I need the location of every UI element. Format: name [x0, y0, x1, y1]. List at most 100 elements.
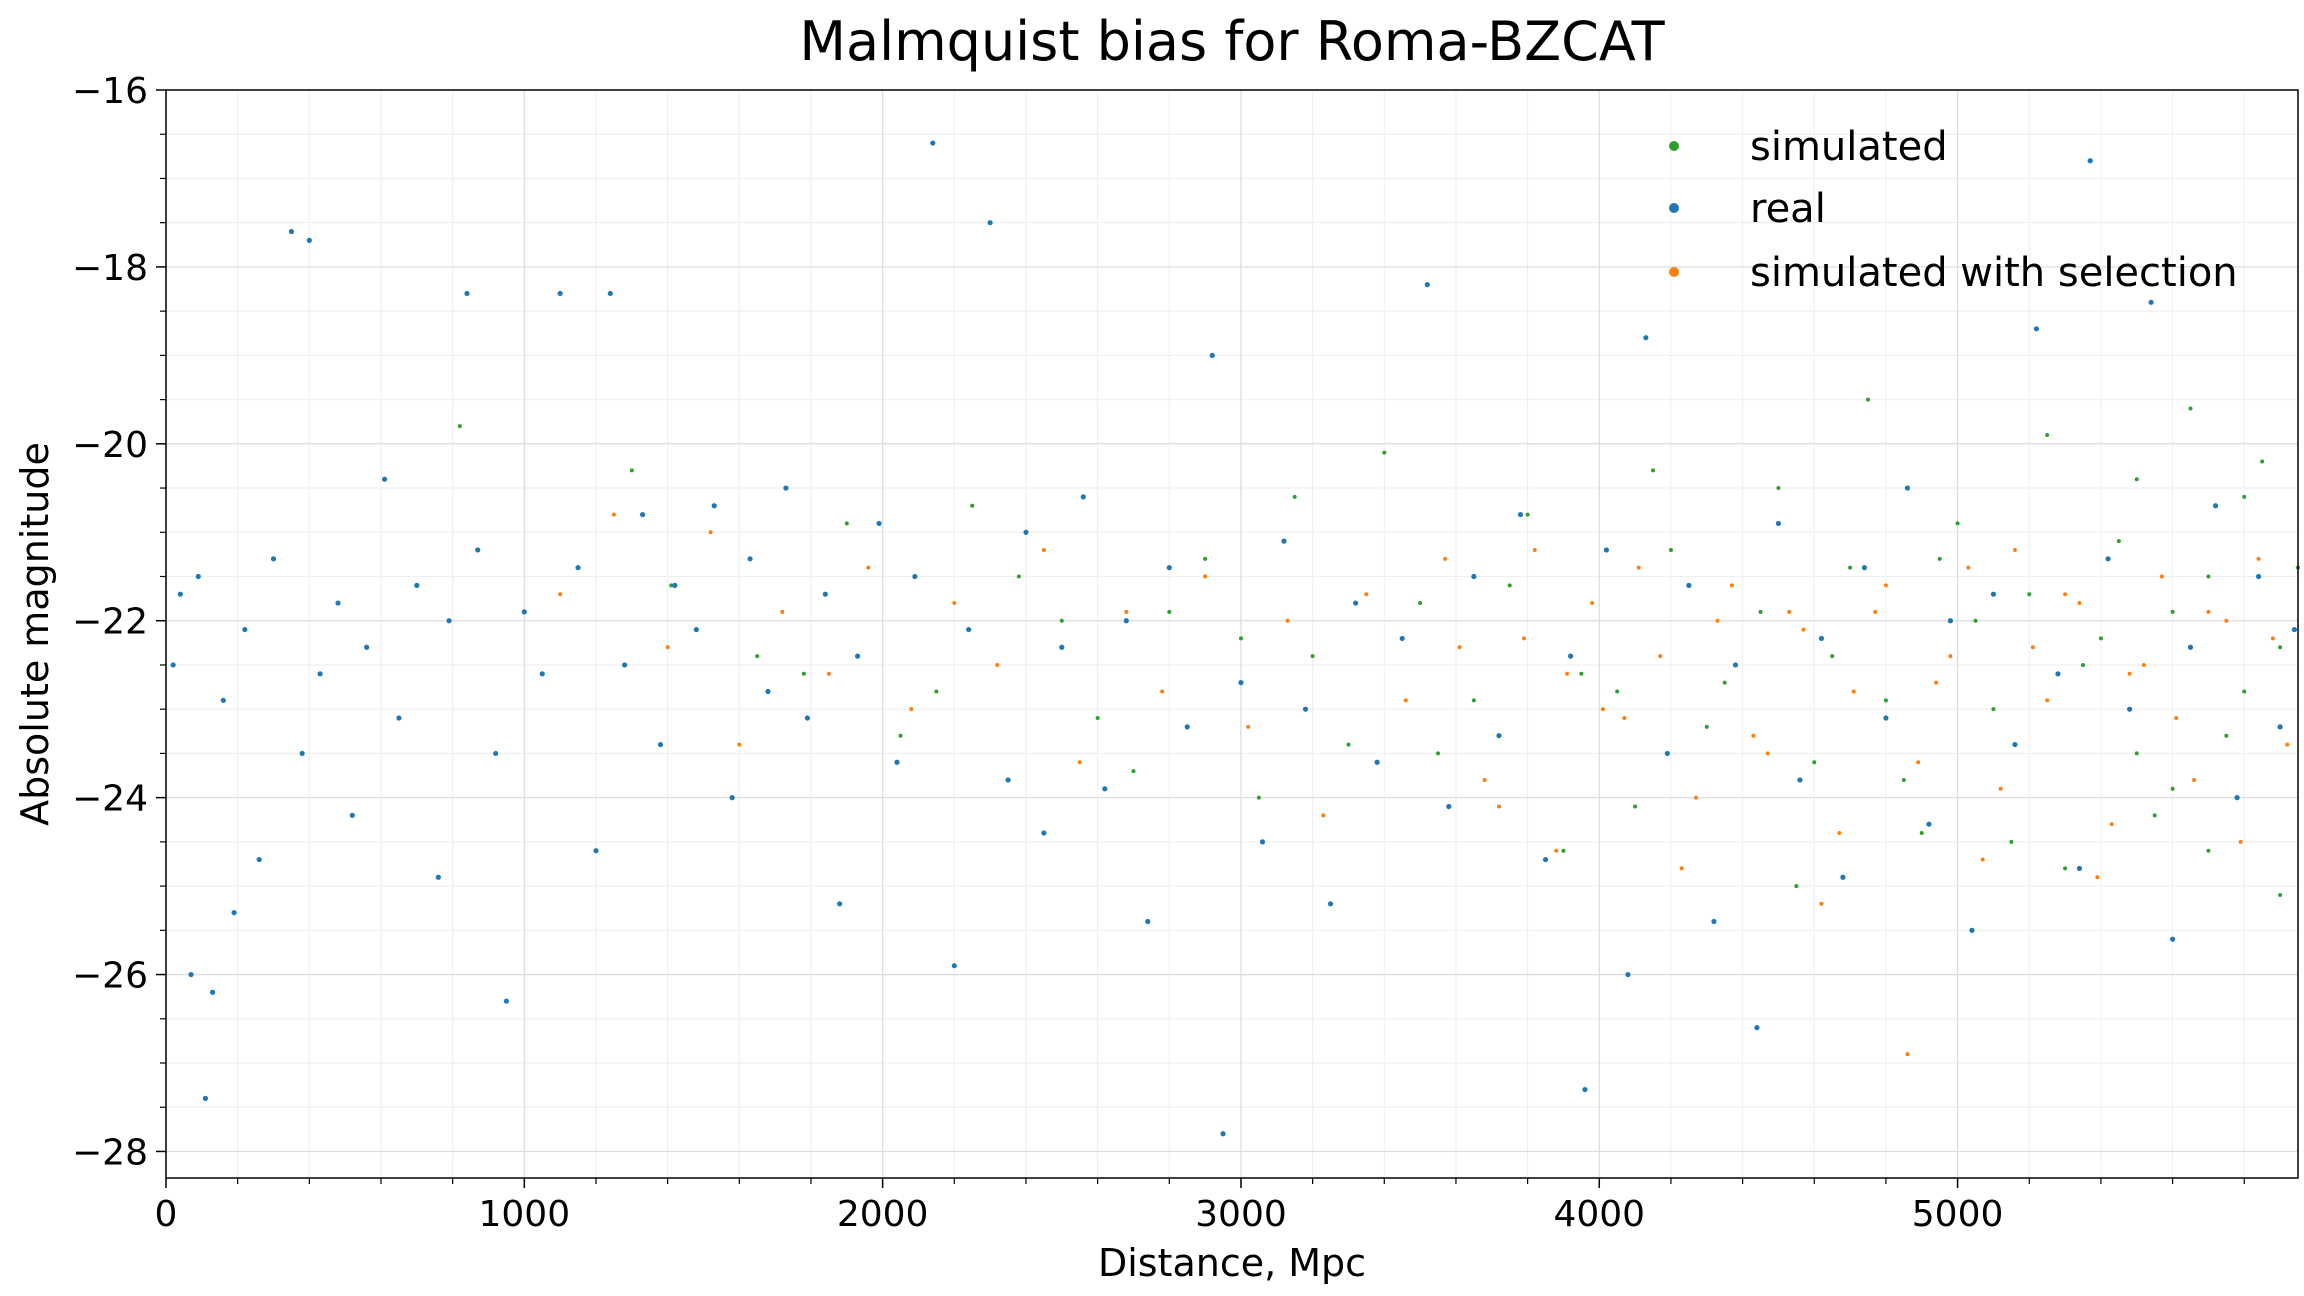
data-point	[2242, 689, 2247, 694]
data-point	[2170, 609, 2175, 614]
data-point	[2174, 716, 2179, 721]
data-point	[1482, 777, 1487, 782]
data-point	[1615, 689, 1620, 694]
data-point	[1775, 520, 1782, 527]
data-point	[1310, 654, 1315, 659]
data-point	[209, 989, 216, 995]
data-point	[1715, 618, 1720, 623]
data-point	[2224, 618, 2229, 623]
data-point	[2126, 706, 2133, 712]
data-point	[1496, 733, 1502, 739]
data-point	[1220, 1131, 1226, 1137]
data-point	[2033, 326, 2040, 332]
data-point	[1353, 600, 1359, 606]
data-point	[1579, 671, 1584, 676]
data-point	[1686, 582, 1692, 588]
data-point	[493, 750, 499, 757]
data-point	[1246, 724, 1251, 729]
data-point	[1937, 556, 1942, 561]
data-point	[1704, 724, 1709, 729]
data-point	[755, 654, 760, 659]
data-point	[669, 583, 674, 588]
series-simulated	[457, 397, 2300, 897]
data-point	[195, 573, 201, 580]
y-tick-label: −16	[72, 71, 148, 112]
data-point	[1123, 618, 1129, 624]
data-point	[2148, 299, 2154, 305]
legend-label: simulated	[1750, 124, 1948, 170]
data-point	[1904, 485, 1911, 491]
data-point	[2224, 733, 2229, 738]
data-point	[934, 689, 939, 694]
data-point	[575, 565, 581, 571]
data-point	[2188, 406, 2193, 411]
data-point	[2076, 865, 2083, 872]
data-point	[780, 609, 785, 614]
x-tick-label: 0	[155, 1194, 178, 1235]
data-point	[2030, 645, 2035, 650]
data-point	[672, 582, 678, 588]
data-point	[1919, 831, 1924, 836]
data-point	[952, 601, 957, 606]
data-point	[1471, 698, 1476, 703]
data-point	[457, 424, 462, 429]
data-point	[2206, 609, 2211, 614]
data-point	[1399, 635, 1405, 642]
data-point	[1973, 618, 1978, 623]
data-point	[1145, 918, 1151, 925]
data-point	[693, 626, 699, 633]
data-point	[1005, 777, 1011, 783]
data-point	[1160, 689, 1165, 694]
data-point	[1568, 653, 1574, 659]
data-point	[1522, 636, 1527, 641]
data-point	[1948, 654, 1953, 659]
data-point	[2152, 813, 2157, 818]
data-point	[170, 662, 176, 668]
data-point	[349, 812, 355, 818]
data-point	[1622, 716, 1627, 721]
data-point	[256, 856, 262, 863]
y-tick-label: −24	[72, 779, 148, 820]
x-tick-label: 2000	[837, 1194, 929, 1235]
minor-grid	[166, 90, 2298, 1178]
data-point	[2285, 742, 2290, 747]
data-point	[381, 476, 388, 482]
x-axis-label: Distance, Mpc	[1098, 1241, 1366, 1285]
x-tick-label: 1000	[479, 1194, 571, 1235]
legend-marker	[1669, 267, 1679, 277]
data-point	[894, 759, 900, 765]
data-point	[1302, 706, 1309, 712]
major-grid	[165, 89, 2298, 1178]
data-point	[1861, 565, 1868, 571]
data-point	[2291, 626, 2298, 633]
data-point	[2098, 636, 2103, 641]
data-point	[1256, 795, 1261, 800]
data-point	[2012, 547, 2017, 552]
data-point	[1947, 618, 1954, 624]
data-point	[1873, 609, 1878, 614]
x-tick-label: 4000	[1553, 1194, 1645, 1235]
data-point	[804, 715, 810, 721]
data-point	[1603, 547, 1610, 553]
data-point	[1446, 803, 1452, 810]
data-point	[464, 290, 470, 297]
data-point	[2009, 839, 2014, 844]
data-point	[2260, 459, 2265, 464]
y-tick-label: −20	[72, 425, 148, 466]
data-point	[822, 591, 828, 597]
data-point	[1424, 282, 1430, 288]
legend-label: simulated with selection	[1750, 250, 2238, 296]
data-point	[1679, 866, 1684, 871]
data-point	[1711, 918, 1717, 925]
data-point	[435, 874, 441, 880]
data-point	[966, 626, 972, 633]
legend-label: real	[1750, 186, 1826, 232]
data-point	[2045, 432, 2050, 437]
plot-frame	[165, 89, 2299, 1179]
data-point	[844, 521, 849, 526]
data-point	[1507, 583, 1512, 588]
data-point	[1990, 591, 1997, 597]
data-point	[1901, 777, 1906, 782]
data-point	[1758, 609, 1763, 614]
data-point	[1059, 618, 1064, 623]
